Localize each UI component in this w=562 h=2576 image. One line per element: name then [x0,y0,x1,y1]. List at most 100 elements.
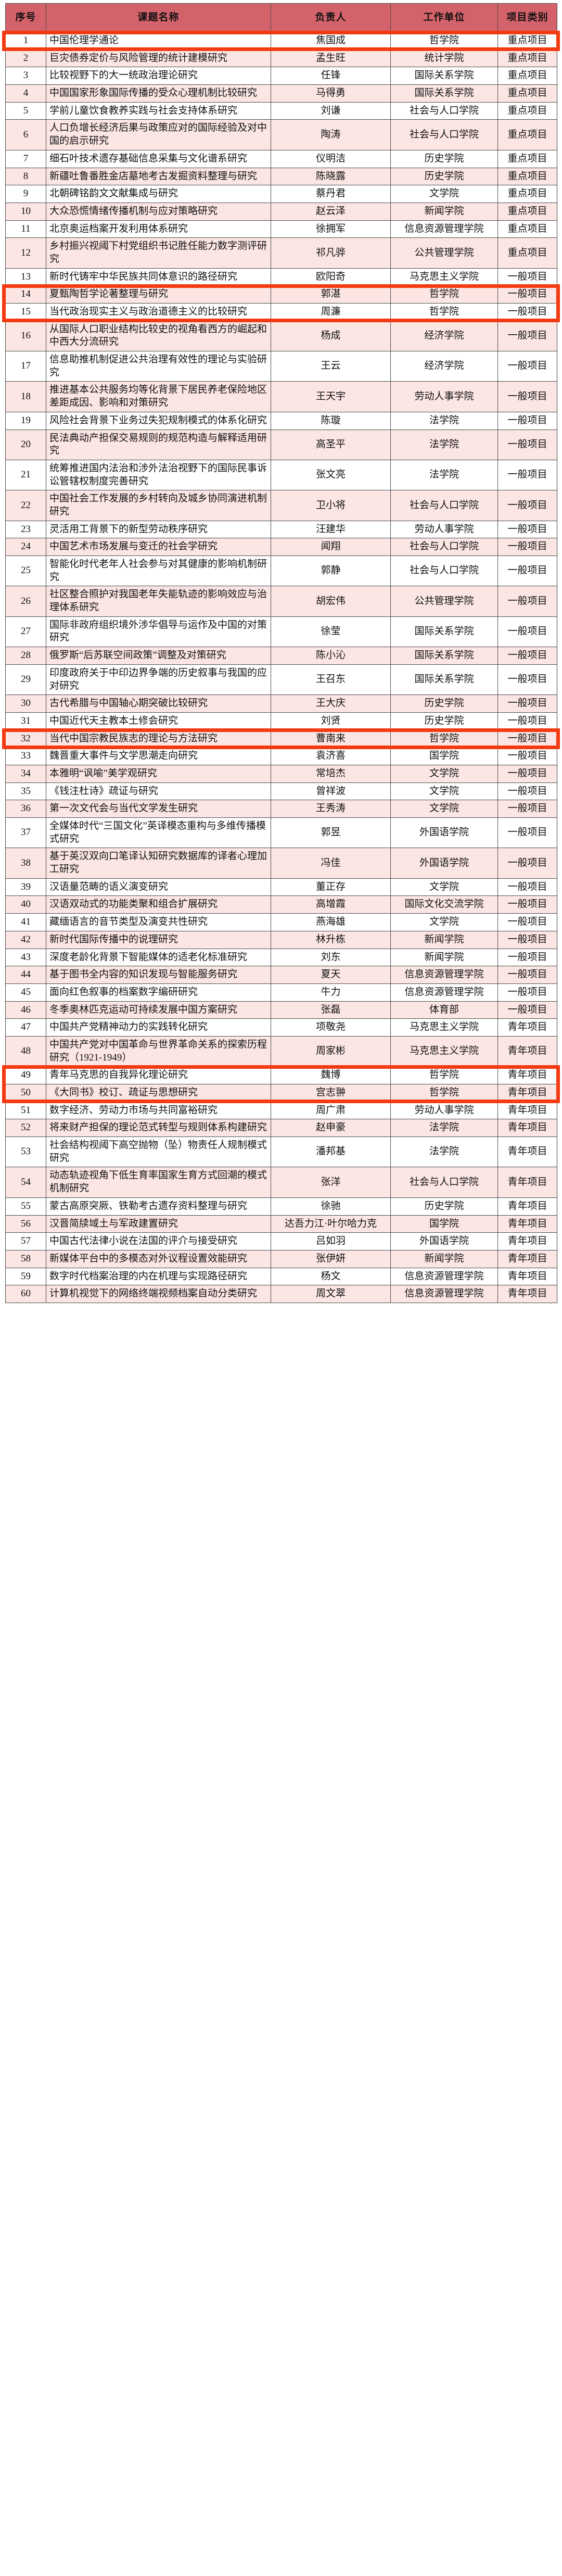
row-category-cell: 重点项目 [497,167,557,186]
row-title-cell: 当代政治现实主义与政治道德主义的比较研究 [46,303,271,321]
row-category-cell: 青年项目 [497,1036,557,1067]
row-unit-cell: 国际关系学院 [390,647,498,665]
table-row: 9 北朝碑铭韵文文献集成与研究 蔡丹君 文学院 重点项目 [5,185,557,203]
row-unit-cell: 新闻学院 [390,1249,498,1268]
row-category-cell: 青年项目 [497,1167,557,1198]
row-unit-cell: 劳动人事学院 [390,381,498,412]
table-row: 52 将来财产担保的理论范式转型与规则体系构建研究 赵申豪 法学院 青年项目 [5,1119,557,1138]
row-leader-cell: 张磊 [271,1001,391,1019]
row-title-cell: 社会结构视阈下高空抛物（坠）物责任人规制模式研究 [46,1137,271,1168]
row-leader-cell: 王召东 [271,664,391,696]
row-unit-cell: 文学院 [390,764,498,783]
table-row: 50 《大同书》校订、疏证与思想研究 宫志翀 哲学院 青年项目 [5,1084,557,1102]
row-index-cell: 10 [5,202,46,221]
table-row: 36 第一次文代会与当代文学发生研究 王秀涛 文学院 一般项目 [5,800,557,818]
row-leader-cell: 常培杰 [271,764,391,783]
row-index-cell: 24 [5,538,46,556]
row-leader-cell: 燕海雄 [271,913,391,931]
row-title-cell: 中国共产党精神动力的实践转化研究 [46,1018,271,1037]
table-row: 1 中国伦理学通论 焦国成 哲学院 重点项目 [5,32,557,50]
row-index-cell: 1 [5,32,46,50]
row-category-cell: 重点项目 [497,202,557,221]
row-index-cell: 22 [5,490,46,521]
row-title-cell: 基于图书全内容的知识发现与智能服务研究 [46,966,271,984]
row-leader-cell: 仪明洁 [271,149,391,168]
row-unit-cell: 信息资源管理学院 [390,983,498,1002]
row-index-cell: 29 [5,664,46,696]
row-title-cell: 新媒体平台中的多模态对外议程设置效能研究 [46,1249,271,1268]
row-unit-cell: 哲学院 [390,303,498,321]
row-category-cell: 青年项目 [497,1137,557,1168]
row-unit-cell: 公共管理学院 [390,586,498,617]
row-unit-cell: 外国语学院 [390,1232,498,1251]
row-unit-cell: 文学院 [390,782,498,801]
table-row: 32 当代中国宗教民族志的理论与方法研究 曹南来 哲学院 一般项目 [5,729,557,748]
row-title-cell: 巨灾债券定价与风险管理的统计建模研究 [46,49,271,68]
table-row: 41 藏缅语言的音节类型及演变共性研究 燕海雄 文学院 一般项目 [5,913,557,931]
row-unit-cell: 信息资源管理学院 [390,1267,498,1286]
row-index-cell: 48 [5,1036,46,1067]
row-title-cell: 灵活用工背景下的新型劳动秩序研究 [46,520,271,539]
row-title-cell: 中国近代天主教本土修会研究 [46,712,271,730]
row-index-cell: 2 [5,49,46,68]
row-unit-cell: 文学院 [390,800,498,818]
row-unit-cell: 统计学院 [390,49,498,68]
column-header-unit: 工作单位 [390,3,498,32]
row-category-cell: 一般项目 [497,878,557,896]
table-row: 37 全媒体时代“三国文化”英译模态重构与多维传播模式研究 郭昱 外国语学院 一般项目 [5,817,557,849]
row-index-cell: 36 [5,800,46,818]
row-index-cell: 42 [5,930,46,949]
table-row: 45 面向红色叙事的档案数字编研研究 牛力 信息资源管理学院 一般项目 [5,983,557,1002]
row-leader-cell: 焦国成 [271,32,391,50]
table-row: 23 灵活用工背景下的新型劳动秩序研究 汪建华 劳动人事学院 一般项目 [5,520,557,539]
row-title-cell: 魏晋重大事件与文学思潮走向研究 [46,747,271,765]
row-index-cell: 28 [5,647,46,665]
row-category-cell: 一般项目 [497,351,557,382]
row-index-cell: 60 [5,1285,46,1303]
row-index-cell: 56 [5,1215,46,1233]
row-leader-cell: 陈晓露 [271,167,391,186]
row-index-cell: 52 [5,1119,46,1138]
row-leader-cell: 郭湛 [271,285,391,304]
table-row: 58 新媒体平台中的多模态对外议程设置效能研究 张伊妍 新闻学院 青年项目 [5,1249,557,1268]
row-index-cell: 53 [5,1137,46,1168]
row-category-cell: 一般项目 [497,616,557,648]
row-title-cell: 《大同书》校订、疏证与思想研究 [46,1084,271,1102]
row-category-cell: 青年项目 [497,1232,557,1251]
row-index-cell: 32 [5,729,46,748]
row-category-cell: 一般项目 [497,948,557,967]
table-row: 6 人口负增长经济后果与政策应对的国际经验及对中国的启示研究 陶涛 社会与人口学院 重点… [5,119,557,150]
row-index-cell: 3 [5,67,46,85]
row-leader-cell: 潘邦基 [271,1137,391,1168]
row-unit-cell: 公共管理学院 [390,237,498,269]
row-title-cell: 数字经济、劳动力市场与共同富裕研究 [46,1101,271,1120]
table-row: 54 动态轨迹视角下低生育率国家生育方式回潮的模式机制研究 张洋 社会与人口学院 青年项… [5,1167,557,1198]
row-index-cell: 37 [5,817,46,849]
row-title-cell: 新疆吐鲁番胜金店墓地考古发掘资料整理与研究 [46,167,271,186]
row-unit-cell: 国学院 [390,1215,498,1233]
row-category-cell: 青年项目 [497,1018,557,1037]
row-category-cell: 青年项目 [497,1197,557,1216]
row-leader-cell: 陈璇 [271,411,391,430]
row-unit-cell: 信息资源管理学院 [390,966,498,984]
row-leader-cell: 周家彬 [271,1036,391,1067]
row-title-cell: 统筹推进国内法治和涉外法治视野下的国际民事诉讼管辖权制度完善研究 [46,459,271,491]
row-leader-cell: 曾祥波 [271,782,391,801]
table-row: 39 汉语量范畴的语义演变研究 董正存 文学院 一般项目 [5,878,557,896]
table-row: 40 汉语双动式的功能类聚和组合扩展研究 高增霞 国际文化交流学院 一般项目 [5,895,557,914]
row-category-cell: 青年项目 [497,1119,557,1138]
row-index-cell: 4 [5,84,46,103]
row-leader-cell: 马得勇 [271,84,391,103]
table-row: 12 乡村振兴视阈下村党组织书记胜任能力数字测评研究 祁凡骅 公共管理学院 重点项目 [5,237,557,269]
row-unit-cell: 社会与人口学院 [390,1167,498,1198]
row-title-cell: 动态轨迹视角下低生育率国家生育方式回潮的模式机制研究 [46,1167,271,1198]
row-index-cell: 15 [5,303,46,321]
row-title-cell: 面向红色叙事的档案数字编研研究 [46,983,271,1002]
row-unit-cell: 法学院 [390,459,498,491]
row-leader-cell: 张洋 [271,1167,391,1198]
column-header-title: 课题名称 [46,3,271,32]
row-unit-cell: 哲学院 [390,32,498,50]
table-row: 11 北京奥运档案开发利用体系研究 徐拥军 信息资源管理学院 重点项目 [5,220,557,238]
row-index-cell: 38 [5,848,46,879]
table-row: 44 基于图书全内容的知识发现与智能服务研究 夏天 信息资源管理学院 一般项目 [5,966,557,984]
